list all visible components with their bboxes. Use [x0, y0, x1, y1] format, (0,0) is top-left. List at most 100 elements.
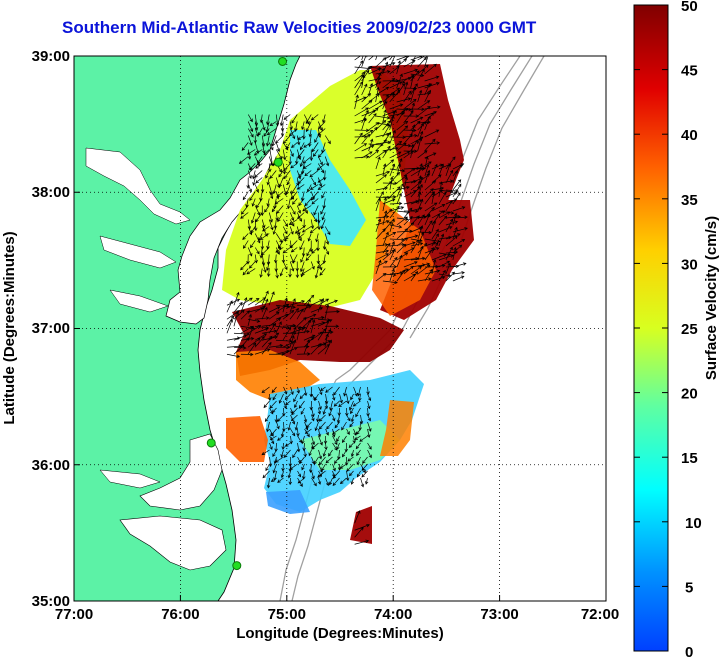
velocity-arrow — [311, 470, 315, 480]
velocity-arrow — [396, 183, 404, 198]
velocity-arrow — [297, 477, 303, 487]
velocity-arrow — [310, 191, 319, 201]
velocity-arrow — [361, 144, 375, 152]
velocity-arrow — [304, 428, 312, 434]
colorbar-tick-label: 25 — [681, 321, 698, 338]
velocity-arrow — [277, 435, 284, 441]
velocity-arrow — [296, 317, 307, 327]
velocity-arrow — [297, 135, 305, 140]
velocity-arrow — [410, 86, 417, 103]
velocity-arrow — [296, 170, 302, 180]
y-tick-label: 39:00 — [32, 48, 70, 65]
velocity-arrow — [280, 470, 285, 479]
velocity-arrow — [299, 142, 305, 151]
velocity-arrow — [271, 386, 277, 394]
velocity-arrow — [247, 337, 261, 348]
velocity-arrow — [382, 145, 391, 159]
velocity-arrow — [360, 477, 365, 488]
velocity-arrow — [279, 268, 284, 277]
velocity-arrow — [403, 114, 420, 118]
velocity-arrow — [389, 129, 396, 145]
velocity-arrow — [424, 141, 441, 145]
velocity-arrow — [311, 442, 319, 450]
velocity-arrow — [306, 247, 312, 257]
velocity-arrow — [314, 421, 319, 432]
velocity-arrow — [317, 319, 333, 327]
velocity-arrow — [356, 428, 361, 435]
velocity-arrow — [283, 163, 291, 172]
velocity-arrow — [382, 231, 389, 247]
velocity-arrow — [241, 142, 249, 151]
velocity-arrow — [305, 114, 312, 125]
velocity-arrow — [361, 83, 368, 96]
velocity-arrow — [424, 163, 430, 177]
x-tick-label: 74:00 — [374, 606, 412, 623]
velocity-arrow — [240, 212, 249, 219]
velocity-arrow — [389, 151, 402, 159]
velocity-arrow — [301, 435, 305, 445]
velocity-arrow — [291, 184, 298, 195]
velocity-patch-sw-east — [380, 400, 414, 456]
velocity-arrow — [417, 175, 422, 191]
velocity-arrow — [272, 393, 277, 401]
velocity-arrow — [233, 334, 248, 341]
velocity-arrow — [332, 414, 336, 422]
velocity-arrow — [445, 163, 452, 177]
velocity-arrow — [296, 135, 301, 146]
velocity-arrow — [316, 163, 326, 171]
velocity-arrow — [353, 428, 357, 436]
velocity-arrow — [298, 170, 305, 178]
velocity-arrow — [271, 205, 277, 213]
velocity-arrow — [290, 247, 298, 253]
velocity-arrow — [310, 316, 325, 320]
velocity-arrow — [261, 329, 278, 334]
velocity-arrow — [424, 138, 436, 152]
velocity-patch-sw — [226, 416, 268, 462]
velocity-arrow — [240, 336, 255, 341]
velocity-arrow — [445, 169, 454, 184]
velocity-arrow — [403, 167, 416, 177]
velocity-arrow — [254, 170, 263, 178]
velocity-arrow — [445, 233, 461, 240]
velocity-arrow — [375, 56, 378, 61]
velocity-arrow — [250, 226, 256, 234]
velocity-arrow — [281, 463, 285, 472]
velocity-arrow — [424, 152, 437, 159]
velocity-arrow — [249, 163, 256, 171]
velocity-arrow — [263, 149, 270, 156]
velocity-arrow — [424, 82, 440, 89]
velocity-arrow — [357, 470, 361, 478]
velocity-arrow — [240, 261, 249, 271]
radar-station-marker — [232, 561, 242, 571]
x-axis-label: Longitude (Degrees:Minutes) — [236, 625, 444, 642]
y-tick-label: 38:00 — [32, 184, 70, 201]
velocity-arrow — [261, 261, 267, 273]
velocity-arrow — [396, 97, 412, 103]
velocity-arrow — [310, 191, 315, 200]
velocity-arrow — [297, 470, 301, 478]
velocity-arrow — [290, 386, 294, 396]
velocity-arrow — [313, 456, 319, 465]
velocity-arrow — [310, 177, 317, 186]
velocity-arrow — [410, 83, 418, 96]
velocity-arrow — [226, 298, 241, 306]
velocity-arrow — [356, 456, 361, 466]
velocity-arrow — [263, 128, 270, 137]
velocity-arrow — [382, 93, 389, 110]
velocity-arrow — [396, 237, 409, 247]
velocity-arrow — [396, 107, 412, 112]
velocity-arrow — [317, 298, 325, 313]
velocity-arrow — [350, 393, 354, 401]
velocity-arrow — [254, 142, 260, 154]
velocity-arrow — [274, 414, 279, 423]
velocity-arrow — [357, 386, 361, 397]
velocity-arrow — [396, 151, 411, 159]
velocity-arrow — [289, 261, 295, 272]
velocity-arrow — [431, 163, 438, 177]
velocity-arrow — [274, 135, 284, 144]
velocity-arrow — [288, 128, 298, 137]
velocity-arrow — [417, 64, 429, 75]
velocity-arrow — [303, 339, 310, 355]
velocity-arrow — [396, 125, 409, 138]
